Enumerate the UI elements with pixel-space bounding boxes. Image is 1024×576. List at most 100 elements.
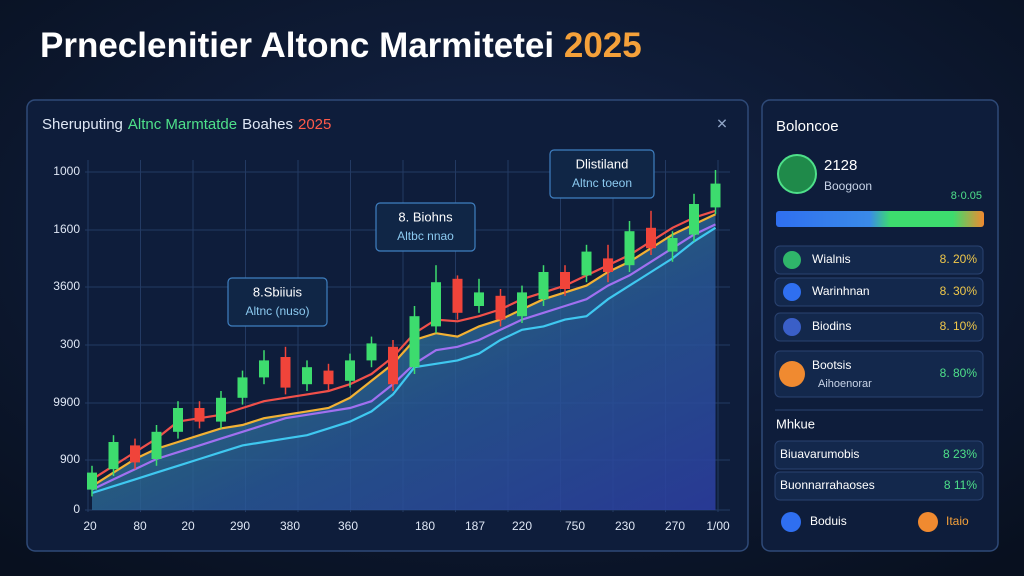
y-tick-label: 1600 (53, 222, 80, 236)
annotation-box (227, 277, 328, 327)
item-icon (783, 251, 801, 269)
section-item[interactable] (774, 440, 984, 470)
section-item[interactable] (774, 471, 984, 501)
x-tick-label: 1/00 (706, 519, 730, 533)
annotation-title: 8.Sbiiuis (253, 284, 303, 299)
x-tick-label: 380 (280, 519, 300, 533)
candle-body (366, 343, 377, 361)
item-icon (783, 283, 801, 301)
item-sub: Aihoenorar (818, 378, 872, 390)
candle-body (495, 295, 506, 320)
chart-title-part: Sheruputing (42, 116, 123, 133)
candle-body (452, 278, 463, 313)
section-title: Mhkue (776, 416, 815, 431)
close-button[interactable]: ✕ (716, 116, 728, 132)
x-tick-label: 290 (230, 519, 250, 533)
section-item-value: 8 23% (943, 447, 977, 461)
candle-body (108, 442, 119, 470)
candle-body (474, 292, 484, 306)
y-tick-label: 3600 (53, 279, 80, 293)
candle-body (560, 272, 570, 289)
title-year: 2025 (564, 26, 642, 65)
item-value: 8. 80% (940, 366, 978, 380)
candle-body (538, 272, 549, 300)
list-item[interactable] (774, 245, 984, 275)
item-value: 8. 10% (940, 319, 978, 333)
x-tick-label: 750 (565, 519, 585, 533)
item-value: 8. 30% (940, 284, 978, 298)
y-tick-label: 300 (60, 337, 80, 351)
x-tick-label: 360 (338, 519, 358, 533)
candle-body (323, 370, 334, 385)
sidebar: Boloncoe 2128 Boogoon 8·0.05 Wialnis 8. 20% Wa… (774, 118, 984, 532)
annotation-title: 8. Biohns (398, 209, 453, 224)
candle-body (345, 360, 355, 381)
chart-title: Sheruputing Altnc Marmtatde Boahes 2025 (42, 116, 331, 133)
annotation-box (549, 149, 655, 199)
item-name: Warinhnan (812, 284, 870, 298)
candle-body (130, 445, 140, 463)
candle-body (667, 238, 678, 252)
x-tick-label: 80 (133, 519, 147, 533)
coin-value: 2128 (824, 157, 857, 174)
candle-body (237, 377, 248, 398)
line (91, 226, 717, 495)
y-tick-label: 9900 (53, 395, 80, 409)
list-item[interactable] (774, 312, 984, 342)
candle-body (280, 357, 291, 388)
item-value: 8. 20% (940, 252, 978, 266)
x-tick-label: 20 (181, 519, 195, 533)
candle-body (194, 408, 205, 422)
item-icon (783, 318, 801, 336)
footer-item[interactable]: Boduis (810, 514, 847, 528)
y-tick-label: 0 (73, 502, 80, 516)
y-tick-label: 900 (60, 452, 80, 466)
list-item[interactable] (774, 277, 984, 307)
candle-body (259, 360, 269, 378)
footer-icon (781, 512, 801, 532)
annotation-title: Dlistiland (576, 156, 629, 171)
x-tick-label: 230 (615, 519, 635, 533)
candle-body (710, 183, 721, 208)
candle-body (517, 292, 527, 317)
footer-icon (918, 512, 938, 532)
item-name: Bootsis (812, 358, 851, 372)
page-title: Prneclenitier Altonc Marmitetei 2025 (40, 26, 642, 65)
candle-body (646, 227, 656, 249)
candle-body (689, 204, 699, 235)
candle-body (431, 282, 441, 327)
x-tick-label: 270 (665, 519, 685, 533)
candle-body (624, 231, 635, 266)
y-tick-label: 1000 (53, 164, 80, 178)
progress-label: 8·0.05 (951, 190, 982, 202)
coin-label: Boogoon (824, 179, 872, 193)
section-item-name: Biuavarumobis (780, 447, 859, 461)
candle-body (87, 472, 97, 490)
title-text: Prneclenitier Altonc Marmitetei (40, 26, 554, 65)
footer-item[interactable]: Itaio (946, 514, 969, 528)
line (91, 223, 716, 491)
annotation-subtitle: Altnc (nuso) (245, 304, 309, 318)
candle-body (173, 408, 183, 432)
x-tick-label: 187 (465, 519, 485, 533)
section-item-value: 8 11% (944, 478, 977, 492)
sidebar-title: Boloncoe (776, 118, 839, 135)
candle-body (409, 316, 420, 368)
chart-title-part: Boahes (242, 116, 293, 133)
list-item[interactable] (774, 350, 984, 398)
x-tick-label: 20 (83, 519, 97, 533)
area (92, 214, 716, 510)
candle-body (151, 431, 162, 459)
coin-icon (777, 154, 817, 194)
chart-title-part: Altnc Marmtatde (128, 116, 237, 133)
x-tick-label: 180 (415, 519, 435, 533)
candle-body (603, 258, 613, 272)
x-tick-label: 220 (512, 519, 532, 533)
item-icon (779, 361, 805, 387)
candle-body (388, 346, 398, 385)
candle-body (302, 367, 312, 385)
annotation-box (375, 202, 476, 252)
progress-bar (776, 211, 984, 227)
